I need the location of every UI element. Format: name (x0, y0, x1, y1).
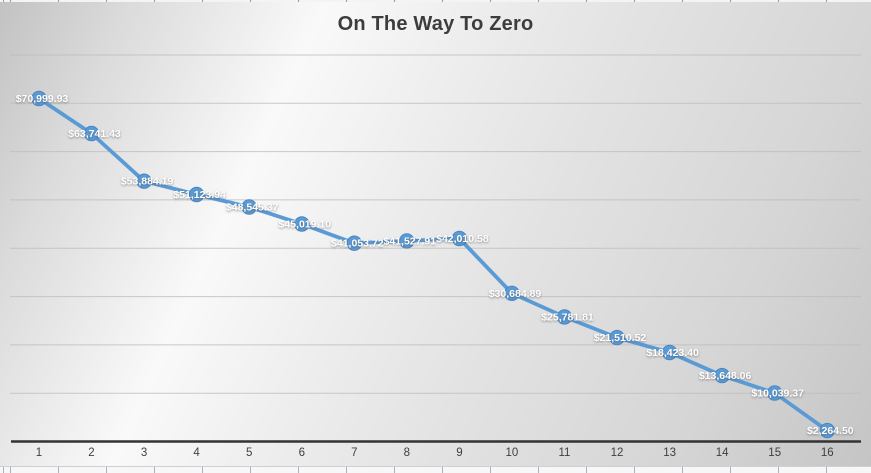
x-axis-label: 15 (768, 447, 781, 459)
x-axis-label: 7 (351, 447, 357, 459)
data-point-label: $42,010.58 (436, 233, 489, 245)
worksheet-cells-top (0, 0, 871, 2)
data-point-label: $45,019.10 (279, 219, 332, 231)
data-point-marker[interactable] (714, 367, 730, 384)
x-axis-label: 12 (611, 447, 624, 459)
data-point-label: $30,684.89 (489, 288, 542, 300)
gridlines-group (10, 54, 861, 394)
data-point-label: $2,264.50 (807, 425, 854, 437)
x-axis-label: 9 (456, 447, 462, 459)
x-axis-label: 5 (246, 447, 252, 459)
markers-group (31, 90, 835, 439)
data-point-marker[interactable] (556, 309, 573, 325)
data-point-label: $10,039.37 (751, 388, 804, 400)
x-axis-label: 8 (404, 447, 410, 459)
data-point-marker[interactable] (767, 385, 783, 401)
x-axis-label: 10 (506, 447, 519, 459)
chart-title[interactable]: On The Way To Zero (337, 13, 534, 35)
data-point-label: $21,510.52 (594, 332, 647, 344)
data-point-marker[interactable] (609, 329, 625, 346)
data-point-marker[interactable] (504, 285, 520, 301)
data-point-label: $13,648.06 (699, 370, 752, 382)
data-point-label: $41,527.91 (384, 235, 437, 247)
x-axis-label: 11 (559, 447, 571, 459)
x-axis-label: 3 (141, 447, 147, 459)
x-tick-labels-group: 1 2 3 4 5 6 7 8 9 10 11 12 13 14 15 16 (36, 447, 834, 459)
data-point-label: $48,545.37 (226, 202, 279, 214)
series-group (37, 96, 830, 433)
data-point-marker[interactable] (661, 344, 678, 361)
x-axis-label: 13 (663, 447, 676, 459)
data-point-marker[interactable] (819, 422, 835, 439)
series-line[interactable] (37, 96, 830, 433)
data-point-marker[interactable] (83, 125, 100, 142)
worksheet-cells-bottom (0, 466, 871, 473)
data-point-label: $41,053.72 (331, 238, 384, 250)
x-axis-label: 4 (193, 447, 200, 459)
x-axis-label: 2 (88, 447, 94, 459)
data-point-label: $53,884.19 (121, 176, 174, 188)
x-axis-label: 16 (821, 447, 834, 459)
data-point-label: $70,999.93 (16, 93, 69, 105)
data-point-marker[interactable] (399, 233, 415, 249)
data-point-label: $51,123.94 (173, 189, 226, 201)
data-point-marker[interactable] (188, 186, 205, 203)
x-axis-label: 14 (716, 447, 729, 459)
data-point-marker[interactable] (451, 230, 468, 247)
data-point-label: $25,781.81 (541, 311, 594, 323)
data-point-label: $63,741.43 (68, 128, 121, 140)
data-point-marker[interactable] (136, 173, 152, 189)
x-axis-label: 6 (299, 447, 305, 459)
data-point-marker[interactable] (241, 199, 257, 215)
data-labels-group: $70,999.93 $63,741.43 $53,884.19$51,123.94… (16, 93, 854, 437)
data-point-label: $18,423.40 (646, 347, 699, 359)
data-point-marker[interactable] (294, 216, 310, 232)
x-axis-label: 1 (36, 447, 42, 459)
data-point-marker[interactable] (31, 90, 47, 107)
data-point-marker[interactable] (346, 235, 362, 251)
